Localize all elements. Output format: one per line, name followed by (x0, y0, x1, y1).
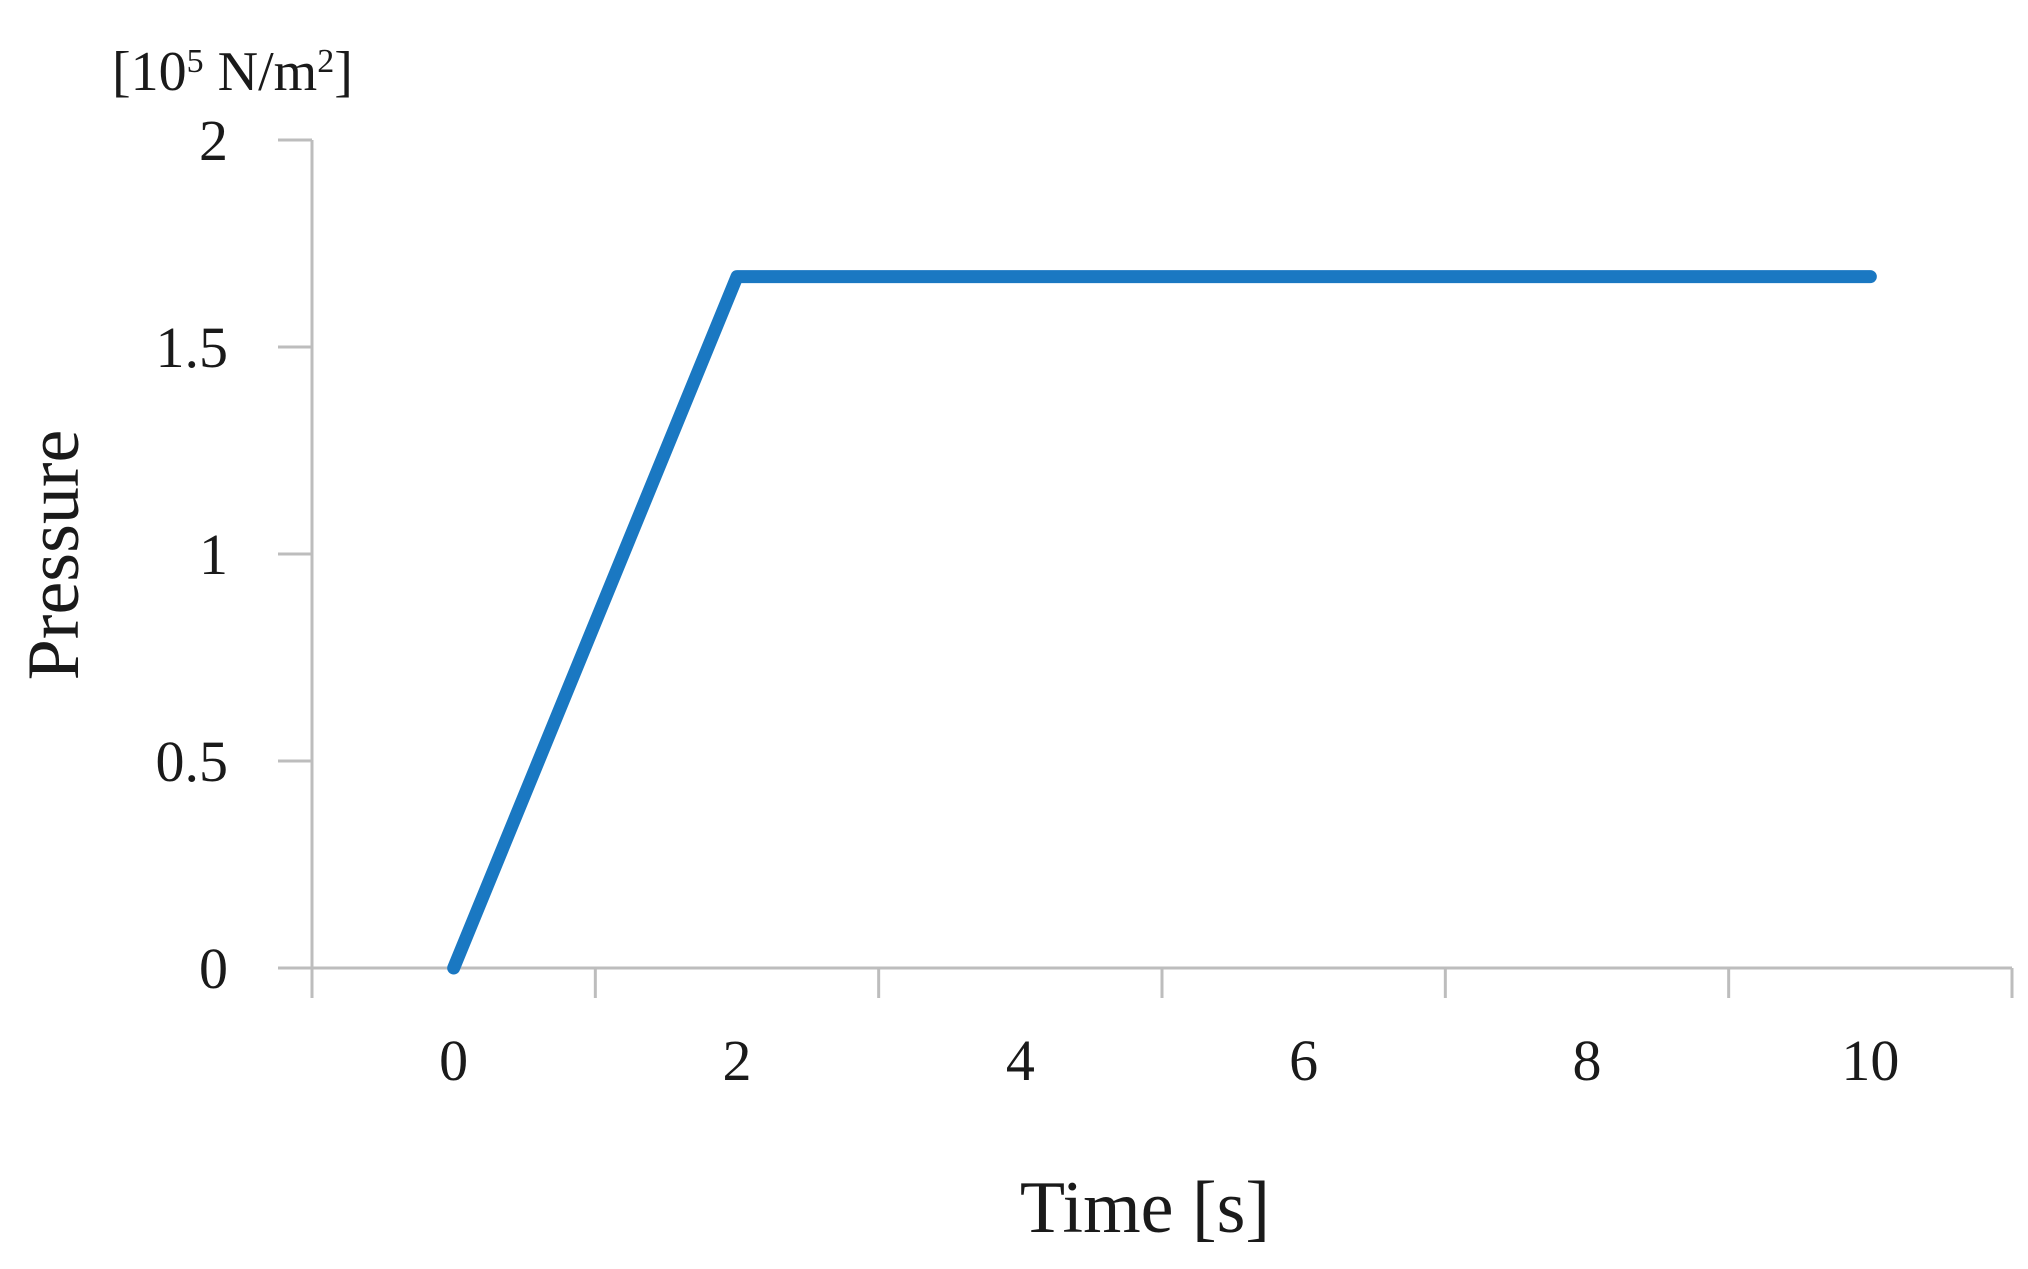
x-tick-label: 8 (1573, 1028, 1602, 1093)
unit-exponent: 5 (187, 43, 204, 80)
axes (278, 140, 2012, 998)
x-axis-ticks: 0 2 4 6 8 10 (310, 968, 2014, 1093)
unit-exponent-2: 2 (317, 43, 334, 80)
x-tick-label: 0 (439, 1028, 468, 1093)
y-tick-label: 1 (199, 522, 228, 587)
unit-prefix: [10 (112, 41, 187, 103)
series-line (447, 270, 1877, 975)
y-axis-title: Pressure (13, 430, 95, 681)
x-tick-label: 4 (1006, 1028, 1035, 1093)
y-axis-unit: [105 N/m2] (112, 41, 353, 103)
y-tick-label: 2 (199, 108, 228, 173)
unit-suffix: ] (334, 41, 353, 103)
y-tick-label: 0 (199, 936, 228, 1001)
x-axis-title: Time [s] (1020, 1167, 1270, 1249)
x-tick-label: 2 (723, 1028, 752, 1093)
unit-mid: N/m (204, 41, 318, 103)
x-tick-label: 10 (1841, 1028, 1899, 1093)
x-tick-label: 6 (1289, 1028, 1318, 1093)
y-tick-label: 1.5 (156, 315, 229, 380)
y-tick-label: 0.5 (156, 729, 229, 794)
series-layer (447, 270, 1877, 975)
y-axis-ticks: 0 0.5 1 1.5 2 (156, 108, 312, 1001)
